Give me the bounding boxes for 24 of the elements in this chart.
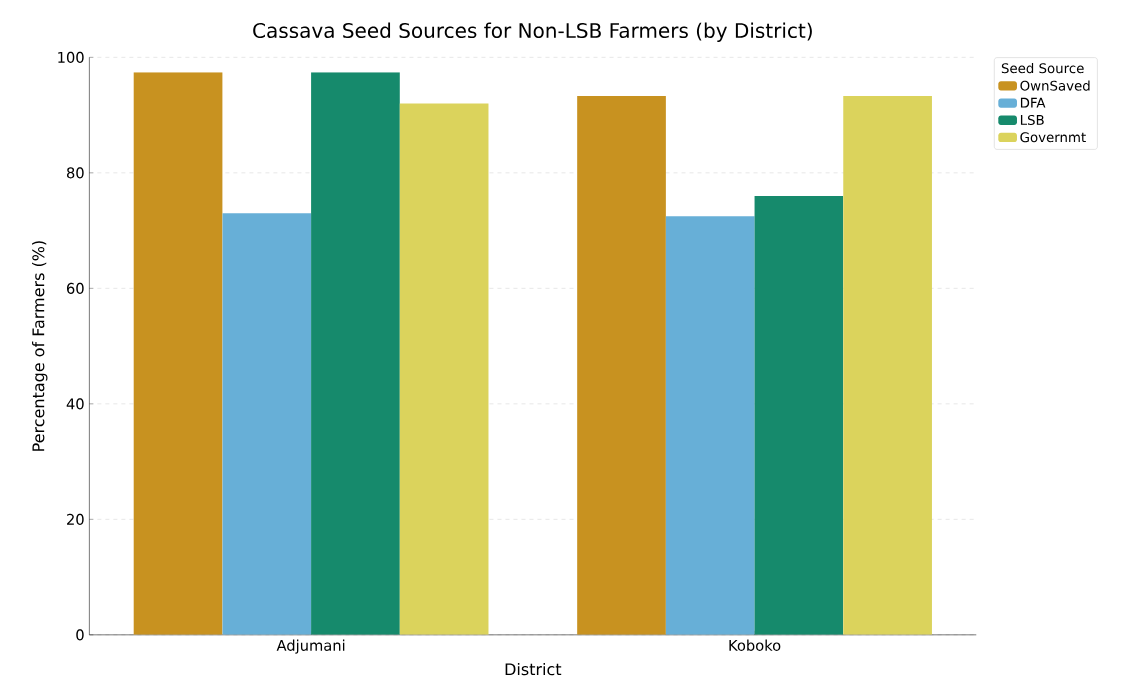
legend-label: Governmt — [1020, 132, 1086, 143]
bar — [843, 96, 932, 635]
y-tick-label: 100 — [58, 51, 84, 63]
y-tick-label: 0 — [76, 629, 84, 641]
chart-title: Cassava Seed Sources for Non-LSB Farmers (by District) — [253, 22, 812, 43]
x-tick-label: Adjumani — [276, 639, 345, 654]
bar — [133, 72, 223, 635]
legend-label: OwnSaved — [1020, 80, 1090, 91]
bar — [577, 96, 666, 635]
y-tick-label: 80 — [66, 167, 84, 179]
y-axis-title: Percentage of Farmers (%) — [32, 241, 48, 451]
y-tick-label: 40 — [66, 398, 84, 410]
y-tick-label: 20 — [67, 513, 84, 525]
bar — [665, 216, 755, 635]
bar — [399, 103, 489, 635]
y-tick-label: 60 — [67, 282, 84, 294]
legend-label: LSB — [1020, 114, 1044, 126]
bar — [222, 213, 312, 635]
x-tick-label: Koboko — [729, 639, 781, 651]
legend-label: DFA — [1020, 97, 1046, 108]
legend-title: Seed Source — [1001, 62, 1084, 74]
bar — [754, 196, 844, 635]
x-axis-title: District — [505, 662, 562, 676]
bar — [311, 72, 400, 635]
